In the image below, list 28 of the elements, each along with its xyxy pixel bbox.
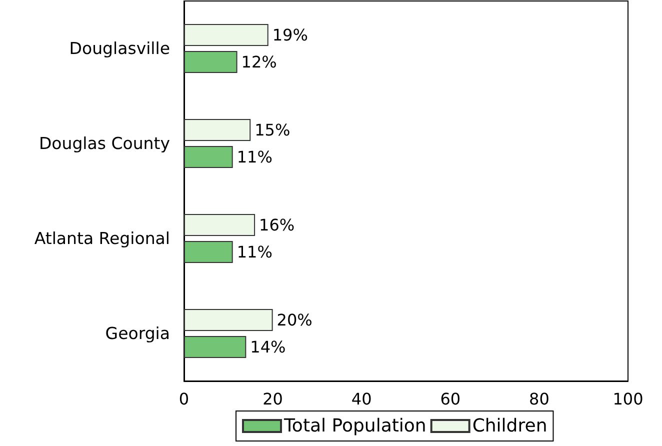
data-label: 15% <box>254 120 290 140</box>
bar <box>184 118 251 141</box>
data-label: 20% <box>276 310 312 330</box>
legend-label: Children <box>472 416 548 436</box>
bar <box>184 214 256 236</box>
x-tick-label: 20 <box>262 390 283 408</box>
y-tick-label: Douglas County <box>38 134 170 153</box>
data-label: 14% <box>250 338 286 357</box>
data-label: 19% <box>272 25 308 44</box>
x-tick-label: 60 <box>440 390 461 408</box>
x-tick-label: 100 <box>612 390 644 408</box>
x-tick-label: 40 <box>351 390 372 408</box>
bar <box>184 146 233 168</box>
bar <box>184 241 233 264</box>
data-label: 12% <box>241 52 277 72</box>
y-tick-label: Douglasville <box>69 39 170 58</box>
bar <box>184 24 268 46</box>
data-label: 11% <box>236 148 272 167</box>
y-tick-label: Georgia <box>105 324 170 343</box>
data-label: 11% <box>236 242 272 262</box>
y-tick-label: Atlanta Regional <box>34 229 170 248</box>
data-label: 16% <box>259 215 295 234</box>
x-tick-label: 0 <box>178 390 190 408</box>
x-tick-label: 80 <box>529 390 550 408</box>
legend-label: Total Population <box>283 416 426 436</box>
bar <box>184 336 246 358</box>
bar <box>184 51 238 74</box>
bar <box>184 308 273 331</box>
